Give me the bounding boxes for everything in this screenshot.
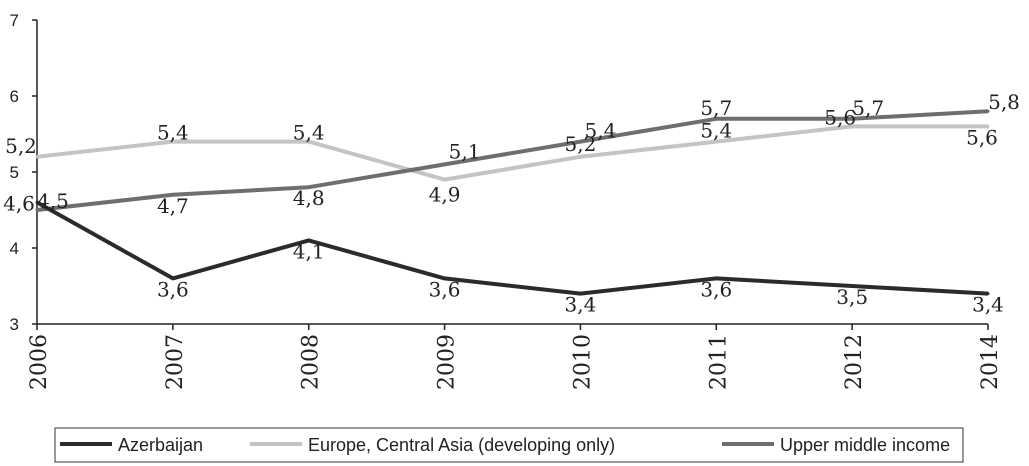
legend: Azerbaijan Europe, Central Asia (developi… — [54, 427, 964, 463]
data-point — [850, 284, 854, 288]
y-tick-label: 3 — [10, 315, 19, 334]
data-point — [714, 117, 718, 121]
data-label: 3,6 — [429, 277, 461, 301]
series-line-2 — [36, 109, 989, 212]
data-point — [171, 276, 175, 280]
data-point — [986, 292, 990, 296]
data-point — [578, 155, 582, 159]
data-label: 5,1 — [449, 139, 481, 163]
x-tick-label: 2008 — [299, 334, 324, 390]
data-point — [171, 140, 175, 144]
x-tick-label: 2009 — [435, 334, 460, 390]
data-label: 4,9 — [429, 183, 461, 207]
x-tick-label: 2011 — [706, 334, 731, 390]
y-tick-label: 5 — [10, 163, 19, 182]
data-point — [443, 162, 447, 166]
data-point — [307, 185, 311, 189]
x-tick-label: 2007 — [163, 334, 188, 390]
x-tick-label: 2014 — [978, 334, 1003, 390]
data-label: 4,6 — [3, 191, 35, 215]
data-point — [714, 140, 718, 144]
data-label: 3,4 — [972, 293, 1004, 317]
x-tick-label: 2010 — [570, 334, 595, 390]
data-point — [850, 124, 854, 128]
data-point — [171, 193, 175, 197]
y-tick-label: 7 — [10, 11, 19, 30]
data-label: 5,4 — [157, 121, 189, 145]
data-labels: 4,63,64,13,63,43,6 3,5 3,45,25,4 5,44,95,25… — [3, 90, 1020, 316]
data-label: 5,8 — [988, 90, 1020, 114]
y-ticks: 3 4 5 6 7 — [10, 11, 37, 334]
data-point — [443, 178, 447, 182]
data-label: 3,5 — [836, 285, 868, 309]
data-point — [443, 276, 447, 280]
y-tick-label: 4 — [10, 239, 19, 258]
data-point — [986, 124, 990, 128]
series-line-0 — [36, 200, 989, 296]
data-label: 5,2 — [5, 134, 37, 158]
data-point — [35, 208, 39, 212]
data-point — [850, 117, 854, 121]
y-tick-label: 6 — [10, 87, 19, 106]
data-point — [986, 109, 990, 113]
data-point — [35, 155, 39, 159]
data-label: 5,4 — [700, 119, 732, 143]
series-lines — [35, 109, 990, 296]
legend-box — [54, 427, 964, 463]
data-label: 4,8 — [293, 186, 325, 210]
data-point — [307, 140, 311, 144]
legend-entry: Europe, Central Asia (developing only) — [308, 435, 615, 455]
x-tick-label: 2012 — [842, 334, 867, 390]
data-label: 5,6 — [824, 105, 856, 129]
series-line-1 — [36, 124, 988, 182]
data-label: 3,6 — [157, 277, 189, 301]
data-point — [714, 276, 718, 280]
legend-entry: Azerbaijan — [118, 435, 203, 455]
data-label: 5,6 — [966, 125, 998, 149]
data-point — [578, 140, 582, 144]
data-label: 4,7 — [157, 194, 189, 218]
data-label: 5,2 — [565, 132, 597, 156]
data-label: 3,4 — [565, 293, 597, 317]
data-label: 4,1 — [293, 239, 325, 263]
data-label: 5,7 — [852, 96, 884, 120]
data-label: 5,4 — [293, 121, 325, 145]
data-label: 5,4 — [585, 119, 617, 143]
data-point — [307, 238, 311, 242]
data-label: 5,7 — [700, 96, 732, 120]
data-point — [578, 292, 582, 296]
data-label: 3,6 — [700, 277, 732, 301]
legend-entry: Upper middle income — [780, 435, 950, 455]
x-ticks: 2006 2007 2008 2009 2010 2011 2012 2014 — [27, 324, 1003, 390]
data-label: 4,5 — [37, 189, 69, 213]
x-tick-label: 2006 — [27, 334, 52, 390]
data-point — [35, 200, 39, 204]
